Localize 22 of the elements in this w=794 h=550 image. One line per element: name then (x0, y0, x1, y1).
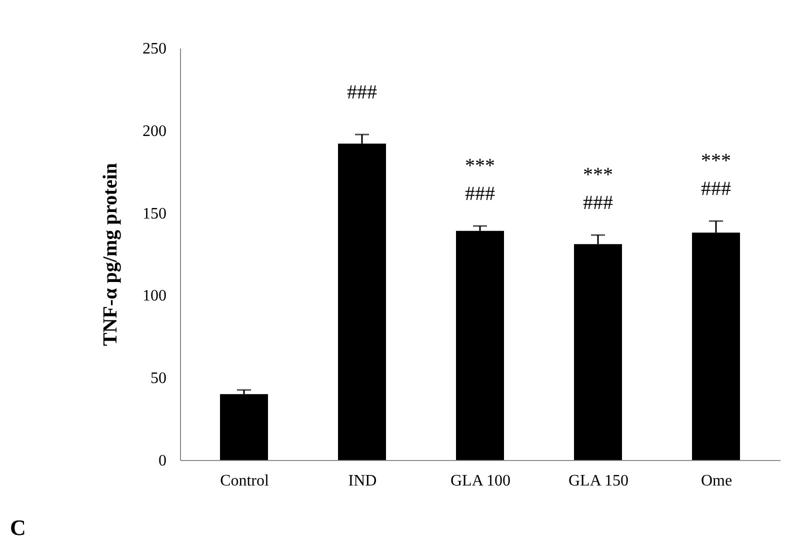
x-tick-label: Ome (700, 472, 732, 490)
y-tick-label: 200 (142, 122, 166, 140)
annotation: ### (701, 178, 731, 200)
y-tick-label: 100 (142, 288, 166, 305)
annotation: *** (583, 164, 613, 186)
y-axis-title: TNF-α pg/mg protein (100, 162, 122, 346)
y-tick-label: 0 (158, 452, 166, 470)
x-tick-label: GLA 100 (450, 472, 510, 490)
y-tick-label: 50 (150, 370, 166, 388)
annotation: *** (701, 150, 731, 172)
annotation: ### (465, 182, 495, 205)
text: C (10, 515, 26, 540)
bar (456, 230, 504, 460)
x-tick-label: Control (220, 472, 270, 490)
annotation: ### (347, 82, 377, 104)
y-tick-label: 150 (142, 205, 166, 222)
x-tick-label: IND (348, 472, 377, 490)
bar (220, 394, 268, 460)
y-tick-label: 250 (142, 40, 166, 58)
annotation: *** (465, 154, 495, 177)
x-tick-label: GLA 150 (568, 472, 628, 490)
annotation: ### (583, 192, 613, 214)
